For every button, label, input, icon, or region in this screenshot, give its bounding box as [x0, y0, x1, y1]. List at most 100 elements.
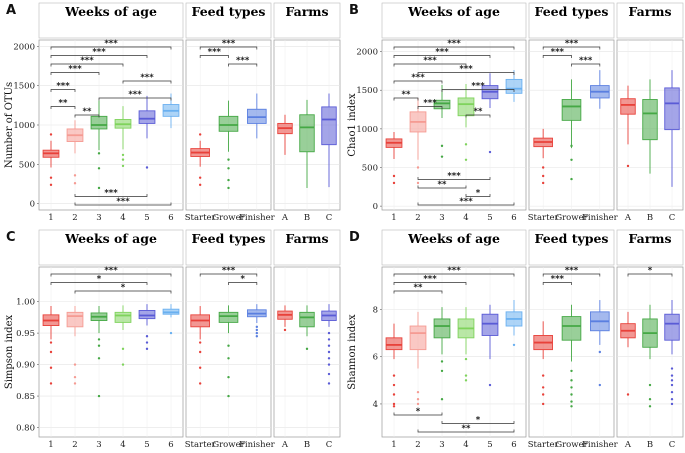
box-body: [642, 99, 658, 141]
box-body: [218, 115, 239, 132]
box-Finisher: [247, 93, 267, 139]
x-tick-label: C: [326, 213, 333, 223]
box-body: [385, 337, 403, 351]
outlier-point: [255, 325, 259, 329]
outlier-point: [198, 350, 202, 354]
outlier-point: [49, 133, 53, 136]
facet-strip: [381, 229, 527, 266]
outlier-point: [169, 331, 173, 335]
significance-bracket: [50, 273, 172, 277]
box-Starter: [190, 306, 210, 385]
significance-label: *: [648, 266, 653, 276]
box-body: [561, 316, 582, 341]
outlier-point: [440, 360, 444, 363]
outlier-point: [464, 158, 468, 161]
outlier-point: [512, 343, 516, 347]
significance-label: *: [121, 283, 126, 293]
significance-bracket: [417, 106, 443, 109]
outlier-point: [464, 357, 468, 361]
outlier-point: [541, 174, 545, 178]
significance-bracket: [393, 46, 515, 50]
y-tick-label: 1500: [13, 82, 35, 92]
significance-label: ***: [565, 266, 579, 276]
outlier-point: [255, 328, 259, 332]
y-tick-label: 6: [373, 353, 378, 363]
outlier-point: [570, 393, 573, 396]
box-B: [299, 99, 315, 188]
y-tick-label: 0.85: [16, 392, 35, 402]
x-tick-label: 4: [120, 440, 125, 450]
facet-strip: [528, 229, 615, 266]
significance-label: ***: [116, 197, 130, 207]
outlier-point: [570, 405, 573, 408]
y-axis-label: Number of OTUs: [4, 82, 15, 168]
box-body: [114, 311, 132, 323]
facet-strip: [273, 2, 341, 39]
outlier-point: [570, 158, 573, 161]
x-tick-label: 5: [487, 213, 492, 223]
outlier-point: [97, 338, 101, 341]
outlier-point: [327, 338, 331, 341]
outlier-point: [670, 402, 674, 406]
significance-bracket: [50, 46, 172, 50]
x-tick-label: 3: [96, 213, 101, 223]
outlier-point: [97, 186, 101, 190]
significance-bracket-bottom: [393, 412, 443, 416]
outlier-point: [392, 174, 396, 178]
outlier-point: [440, 398, 444, 401]
outlier-point: [227, 167, 230, 170]
outlier-point: [392, 181, 396, 185]
y-tick-label: 2000: [13, 42, 35, 52]
outlier-point: [541, 402, 545, 406]
outlier-point: [670, 367, 674, 370]
facet-2: Farms A B C *: [616, 229, 684, 450]
x-tick-label: 6: [511, 440, 516, 450]
x-tick-label: A: [281, 213, 289, 223]
outlier-point: [121, 363, 125, 366]
outlier-point: [145, 166, 149, 169]
outlier-point: [392, 405, 396, 408]
box-A: [620, 311, 636, 396]
outlier-point: [464, 143, 468, 146]
significance-bracket: [542, 46, 601, 50]
outlier-point: [598, 350, 602, 354]
box-body: [664, 87, 680, 131]
significance-bracket: [542, 55, 572, 58]
outlier-point: [541, 166, 545, 169]
y-axis-label: Simpson index: [4, 314, 15, 389]
outlier-point: [327, 363, 331, 366]
box-body: [90, 115, 108, 130]
facet-strip: [528, 2, 615, 39]
box-1: [385, 131, 403, 185]
outlier-point: [121, 158, 125, 161]
outlier-point: [227, 357, 230, 360]
significance-bracket: [228, 63, 258, 67]
box-body: [457, 97, 475, 117]
box-2: [409, 311, 427, 406]
outlier-point: [227, 375, 230, 379]
x-tick-label: B: [647, 213, 653, 223]
outlier-point: [570, 400, 573, 403]
panel-label: B: [349, 3, 359, 18]
box-3: [90, 100, 108, 190]
significance-bracket: [199, 46, 258, 50]
facet-title: Farms: [628, 231, 671, 246]
box-body: [299, 311, 315, 328]
outlier-point: [227, 158, 230, 161]
facet-strip: [38, 2, 184, 39]
outlier-point: [49, 176, 53, 179]
outlier-point: [227, 186, 230, 190]
significance-bracket: [393, 282, 467, 285]
significance-label: **: [414, 283, 423, 293]
outlier-point: [626, 164, 630, 168]
x-tick-label: A: [624, 440, 632, 450]
significance-bracket: [50, 55, 148, 58]
x-tick-label: 6: [168, 213, 173, 223]
x-tick-label: B: [304, 440, 310, 450]
significance-bracket: [542, 282, 572, 285]
x-tick-label: 6: [511, 213, 516, 223]
